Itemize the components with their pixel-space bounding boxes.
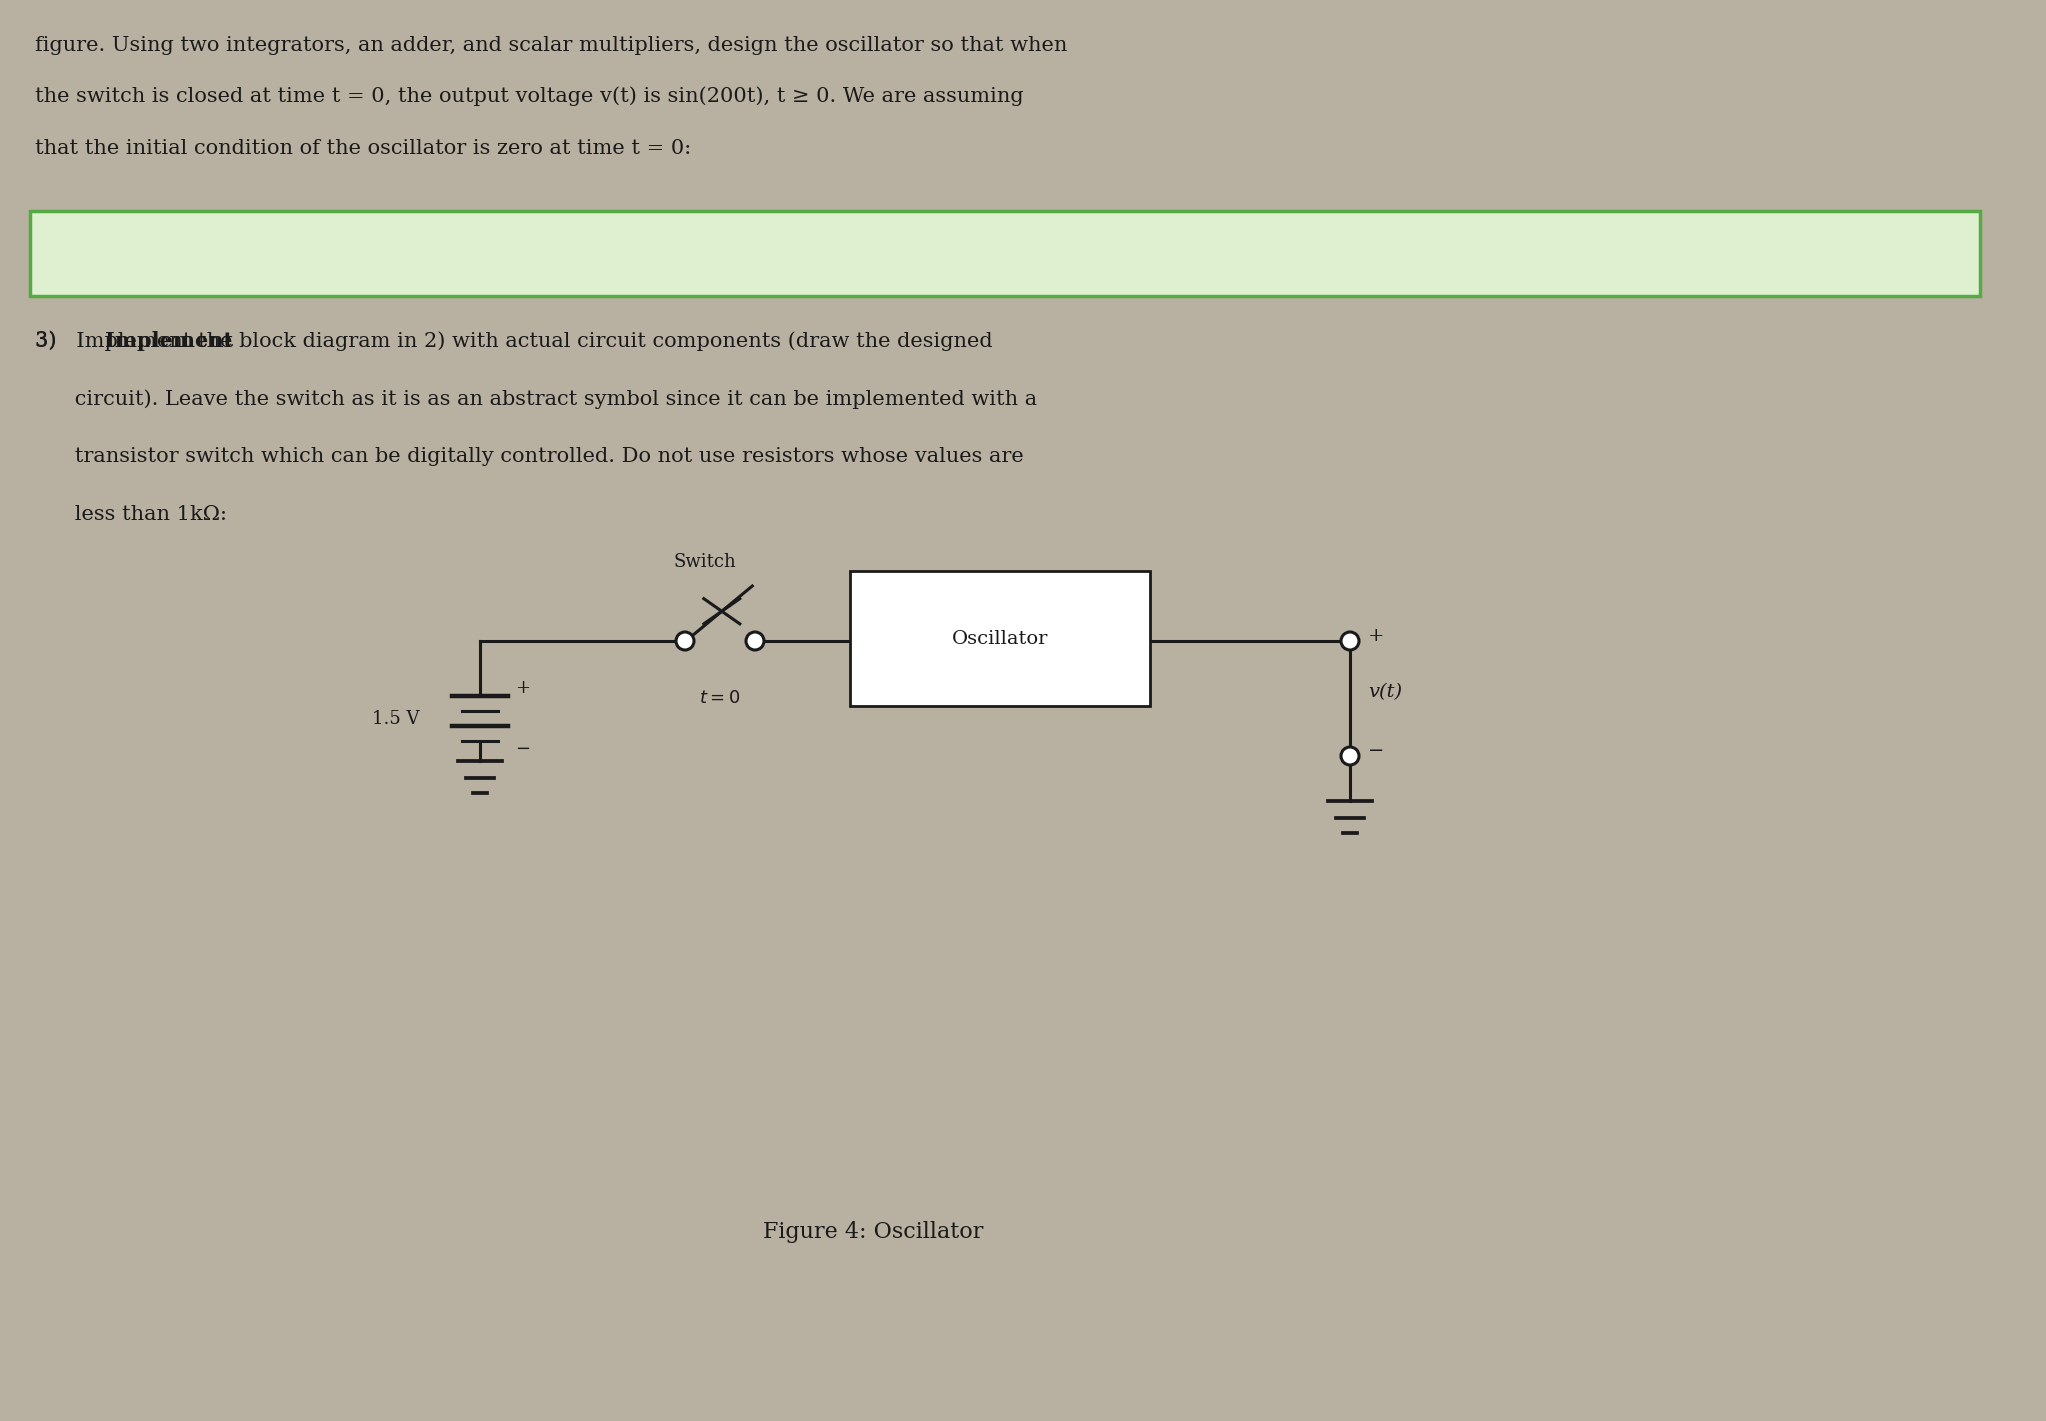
Text: Oscillator: Oscillator	[951, 630, 1048, 648]
Text: Implement: Implement	[104, 331, 233, 351]
Text: that the initial condition of the oscillator is zero at time t = 0:: that the initial condition of the oscill…	[35, 139, 692, 158]
Text: 3): 3)	[35, 331, 76, 350]
Bar	[849, 571, 1150, 706]
Text: −: −	[516, 740, 530, 757]
Text: Switch: Switch	[673, 553, 737, 571]
Circle shape	[747, 632, 763, 649]
Text: v(t): v(t)	[1369, 684, 1402, 701]
Text: +: +	[516, 679, 530, 696]
Text: −: −	[1369, 742, 1385, 760]
Text: circuit). Leave the switch as it is as an abstract symbol since it can be implem: circuit). Leave the switch as it is as a…	[35, 389, 1037, 409]
Text: transistor switch which can be digitally controlled. Do not use resistors whose : transistor switch which can be digitally…	[35, 448, 1023, 466]
Circle shape	[1340, 747, 1359, 764]
Text: less than 1kΩ:: less than 1kΩ:	[35, 504, 227, 524]
Text: 1.5 V: 1.5 V	[372, 709, 419, 728]
Text: the switch is closed at time t = 0, the output voltage v(t) is sin(200t), t ≥ 0.: the switch is closed at time t = 0, the …	[35, 87, 1023, 105]
Text: +: +	[1369, 627, 1385, 645]
Circle shape	[1340, 632, 1359, 649]
Text: Figure 4: Oscillator: Figure 4: Oscillator	[763, 1221, 984, 1243]
Text: 3)   Implement the block diagram in 2) with actual circuit components (draw the : 3) Implement the block diagram in 2) wit…	[35, 331, 992, 351]
Text: figure. Using two integrators, an adder, and scalar multipliers, design the osci: figure. Using two integrators, an adder,…	[35, 36, 1068, 55]
Circle shape	[675, 632, 694, 649]
Text: $t=0$: $t=0$	[700, 689, 741, 708]
Bar	[31, 210, 1981, 296]
